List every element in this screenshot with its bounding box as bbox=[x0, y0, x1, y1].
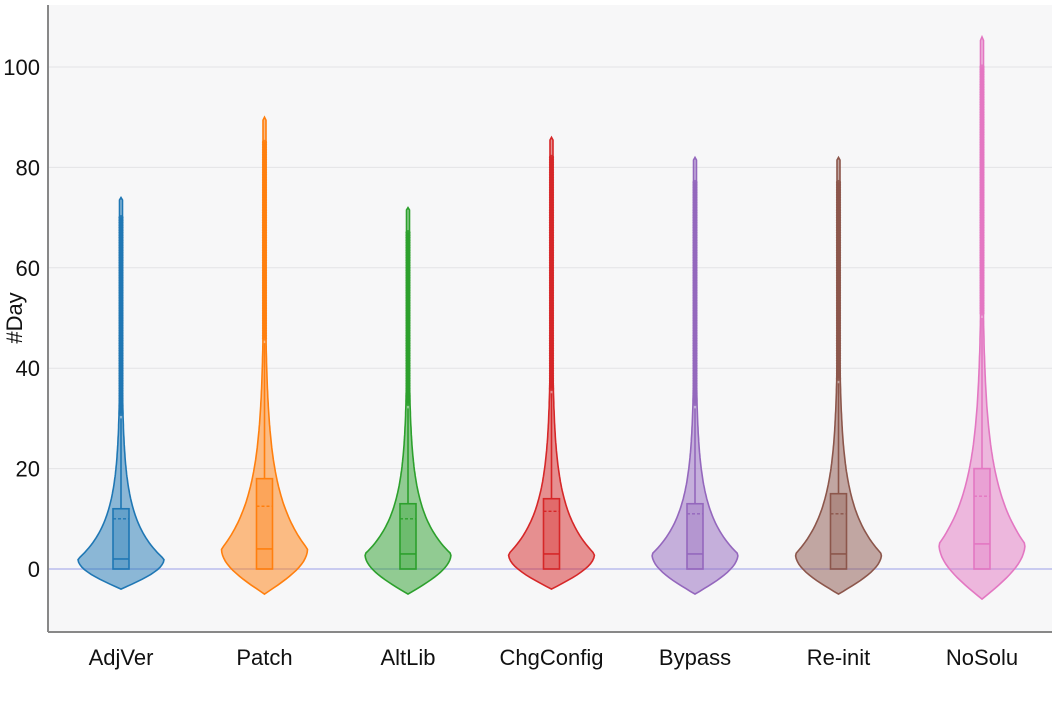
outlier-point bbox=[692, 179, 698, 186]
outlier-points bbox=[835, 179, 842, 381]
violin-bypass bbox=[651, 155, 739, 596]
violin-altlib bbox=[364, 206, 452, 596]
outlier-point bbox=[118, 215, 124, 221]
x-tick-label: Bypass bbox=[659, 645, 731, 670]
x-tick-labels: AdjVer Patch AltLib ChgConfig Bypass Re-init N… bbox=[89, 645, 1018, 670]
violins bbox=[77, 34, 1026, 601]
box bbox=[829, 492, 848, 570]
violin-patch bbox=[220, 115, 309, 596]
y-tick-label: 80 bbox=[16, 155, 40, 180]
outlier-points bbox=[692, 179, 698, 406]
violin-re-init bbox=[794, 155, 883, 596]
y-tick-label: 0 bbox=[28, 557, 40, 582]
y-tick-label: 60 bbox=[16, 256, 40, 281]
x-tick-label: AdjVer bbox=[89, 645, 154, 670]
violin-nosolu bbox=[938, 34, 1026, 601]
violin-chgconfig bbox=[507, 135, 596, 591]
box bbox=[112, 507, 130, 570]
outlier-point bbox=[835, 179, 842, 186]
box bbox=[542, 497, 561, 570]
x-tick-label: Patch bbox=[236, 645, 292, 670]
box bbox=[255, 477, 274, 570]
y-tick-labels: 0 20 40 60 80 100 bbox=[3, 55, 40, 582]
box bbox=[399, 502, 417, 570]
y-tick-label: 100 bbox=[3, 55, 40, 80]
outlier-points bbox=[118, 215, 124, 416]
box bbox=[973, 467, 991, 570]
y-tick-label: 20 bbox=[16, 457, 40, 482]
x-tick-label: Re-init bbox=[807, 645, 871, 670]
x-tick-label: AltLib bbox=[380, 645, 435, 670]
y-tick-label: 40 bbox=[16, 356, 40, 381]
x-tick-label: NoSolu bbox=[946, 645, 1018, 670]
outlier-point bbox=[548, 154, 555, 160]
outlier-points bbox=[979, 64, 985, 316]
outlier-points bbox=[261, 139, 268, 341]
outlier-point bbox=[405, 230, 411, 236]
outlier-point bbox=[261, 139, 268, 145]
outlier-points bbox=[548, 154, 555, 391]
outlier-points bbox=[405, 230, 411, 406]
x-tick-label: ChgConfig bbox=[500, 645, 604, 670]
violin-adjver bbox=[77, 195, 165, 590]
y-axis-title: #Day bbox=[2, 292, 27, 343]
outlier-point bbox=[979, 64, 985, 70]
